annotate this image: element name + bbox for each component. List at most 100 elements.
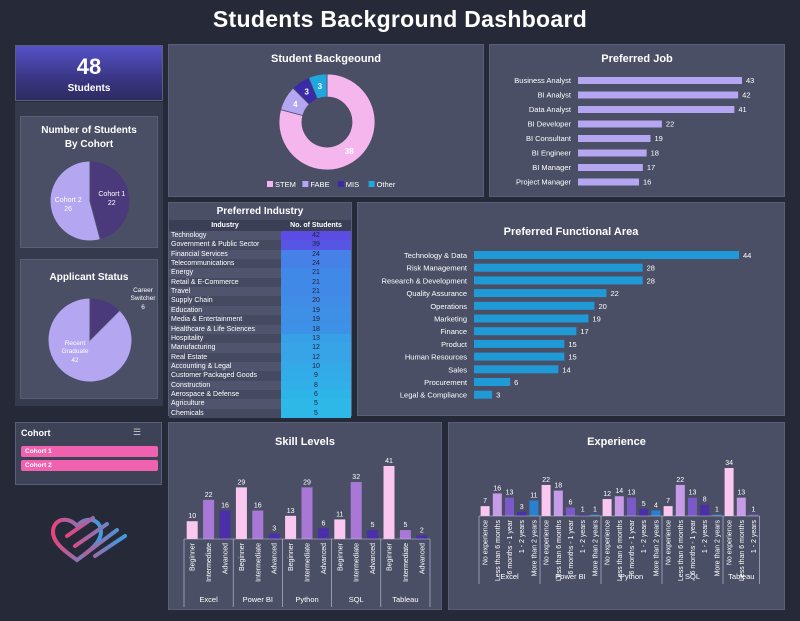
- table-row: Hospitality 13: [169, 333, 351, 344]
- pie-label-recent-graduate-2: Graduate: [61, 348, 88, 355]
- bar-value-research-and-development: 28: [647, 276, 655, 285]
- bar-human-resources: [474, 352, 565, 361]
- column-category-python-intermediate: Intermediate: [305, 543, 312, 582]
- donut-value-other: 3: [318, 82, 323, 91]
- skill-chart-panel: Skill Levels 10 Beginner 22 Intermediate 16 A…: [168, 422, 442, 610]
- column-value-python-intermediate: 29: [303, 479, 311, 486]
- bar-value-bi-consultant: 19: [654, 134, 662, 143]
- industry-count: 42: [281, 231, 351, 241]
- group-label-power-bi: Power BI: [243, 595, 273, 604]
- column-value-tableau-less-than-6-months: 13: [737, 490, 745, 497]
- column-value-tableau-beginner: 41: [385, 458, 393, 465]
- column-excel-no-experience: [480, 506, 490, 516]
- donut-value-stem: 38: [345, 147, 354, 156]
- table-row: Government & Public Sector 39: [169, 240, 351, 250]
- bar-label-research-and-development: Research & Development: [382, 276, 468, 285]
- column-tableau-1-2-years: [749, 514, 758, 516]
- column-value-power-bi-less-than-6-months: 18: [554, 483, 562, 490]
- bar-procurement: [474, 378, 511, 386]
- table-row: Travel 21: [169, 287, 351, 297]
- column-python-less-than-6-months: [614, 496, 624, 516]
- column-excel-intermediate: [203, 499, 215, 539]
- column-value-excel-less-than-6-months: 16: [493, 485, 501, 492]
- industry-count: 21: [281, 268, 351, 278]
- cohort-slicer: Cohort ☰ Cohort 1 Cohort 2: [15, 422, 162, 485]
- multi-select-icon[interactable]: ☰: [133, 427, 142, 437]
- bar-value-bi-developer: 22: [666, 120, 674, 129]
- column-category-tableau-intermediate: Intermediate: [403, 543, 410, 582]
- table-row: Aerospace & Defense 6: [169, 389, 351, 400]
- column-category-tableau-advanced: Advanced: [419, 543, 426, 574]
- kpi-label: Students: [67, 83, 111, 94]
- industry-name: Manufacturing: [171, 344, 216, 352]
- column-category-power-bi-intermediate: Intermediate: [255, 543, 262, 582]
- column-category-python-advanced: Advanced: [321, 543, 328, 574]
- functional-chart-title: Preferred Functional Area: [503, 226, 639, 238]
- kpi-card: 48 Students: [15, 45, 163, 101]
- group-label-excel: Excel: [199, 595, 218, 604]
- bar-value-procurement: 6: [514, 378, 518, 387]
- industry-name: Financial Services: [171, 250, 228, 258]
- bar-value-quality-assurance: 22: [611, 289, 619, 298]
- column-value-power-bi-more-than-2-years: 1: [593, 507, 597, 514]
- group-label-python: Python: [620, 572, 643, 581]
- pie-slice-cohort-1: [89, 160, 131, 241]
- legend-label-other: Other: [377, 180, 396, 189]
- job-chart-title: Preferred Job: [601, 53, 673, 65]
- table-row: Retail & E-Commerce 21: [169, 277, 351, 288]
- bar-bi-manager: [578, 164, 643, 171]
- group-label-sql: SQL: [349, 595, 364, 604]
- industry-name: Media & Entertainment: [171, 316, 243, 324]
- bar-label-project-manager: Project Manager: [516, 178, 572, 187]
- industry-count: 6: [281, 389, 351, 400]
- industry-count: 18: [281, 324, 351, 334]
- industry-name: Retail & E-Commerce: [171, 278, 239, 286]
- bar-value-bi-engineer: 18: [651, 149, 659, 158]
- column-value-python-1-2-years: 5: [642, 501, 646, 508]
- industry-name: Education: [171, 306, 203, 314]
- column-tableau-beginner: [383, 466, 395, 539]
- logo-icon: [50, 516, 127, 563]
- column-category-excel-beginner: Beginner: [190, 542, 197, 571]
- bar-value-bi-manager: 17: [647, 163, 655, 172]
- industry-count: 13: [281, 333, 351, 344]
- column-category-python-beginner: Beginner: [288, 542, 295, 571]
- column-sql-advanced: [367, 530, 379, 539]
- column-power-bi-less-than-6-months: [553, 490, 563, 516]
- pie-value-cohort-2: 26: [64, 206, 72, 213]
- industry-count: 20: [281, 296, 351, 306]
- bar-finance: [474, 327, 577, 336]
- column-category-power-bi-advanced: Advanced: [272, 543, 279, 574]
- bar-label-business-analyst: Business Analyst: [514, 76, 572, 85]
- bar-label-finance: Finance: [440, 327, 467, 336]
- industry-count: 5: [281, 408, 351, 419]
- applicant-chart-title: Applicant Status: [49, 272, 129, 283]
- column-value-power-bi-beginner: 29: [238, 479, 246, 486]
- column-excel-more-than-2-years: [529, 500, 539, 516]
- bar-value-bi-analyst: 42: [742, 91, 750, 100]
- slicer-item-cohort-2[interactable]: Cohort 2: [21, 460, 158, 471]
- bar-label-product: Product: [441, 340, 468, 349]
- group-label-excel: Excel: [500, 572, 519, 581]
- slicer-item-cohort-1[interactable]: Cohort 1: [21, 446, 158, 457]
- column-value-power-bi-1-2-years: 1: [581, 507, 585, 514]
- column-python-advanced: [317, 528, 329, 539]
- bar-label-bi-consultant: BI Consultant: [526, 134, 572, 143]
- column-sql-less-than-6-months: [675, 484, 685, 516]
- column-power-bi-intermediate: [252, 510, 264, 539]
- donut-slice-other: [308, 73, 328, 100]
- column-category-python-no-experience: No experience: [605, 520, 612, 565]
- pie-value-recent-graduate: 42: [71, 357, 79, 364]
- legend-label-mis: MIS: [346, 180, 359, 189]
- industry-name: Customer Packaged Goods: [171, 372, 257, 380]
- bar-value-data-analyst: 41: [738, 105, 746, 114]
- column-sql-more-than-2-years: [712, 514, 722, 516]
- bar-label-data-analyst: Data Analyst: [529, 105, 572, 114]
- donut-value-mis: 3: [304, 88, 309, 97]
- job-bar-chart: Business Analyst 43 BI Analyst 42 Data Analy…: [514, 76, 754, 187]
- cohort-pie-chart: Cohort 1 22 Cohort 2 26: [49, 160, 131, 242]
- column-excel-advanced: [219, 510, 231, 539]
- bar-risk-management: [474, 263, 643, 272]
- background-chart-title: Student Backgeound: [270, 53, 381, 65]
